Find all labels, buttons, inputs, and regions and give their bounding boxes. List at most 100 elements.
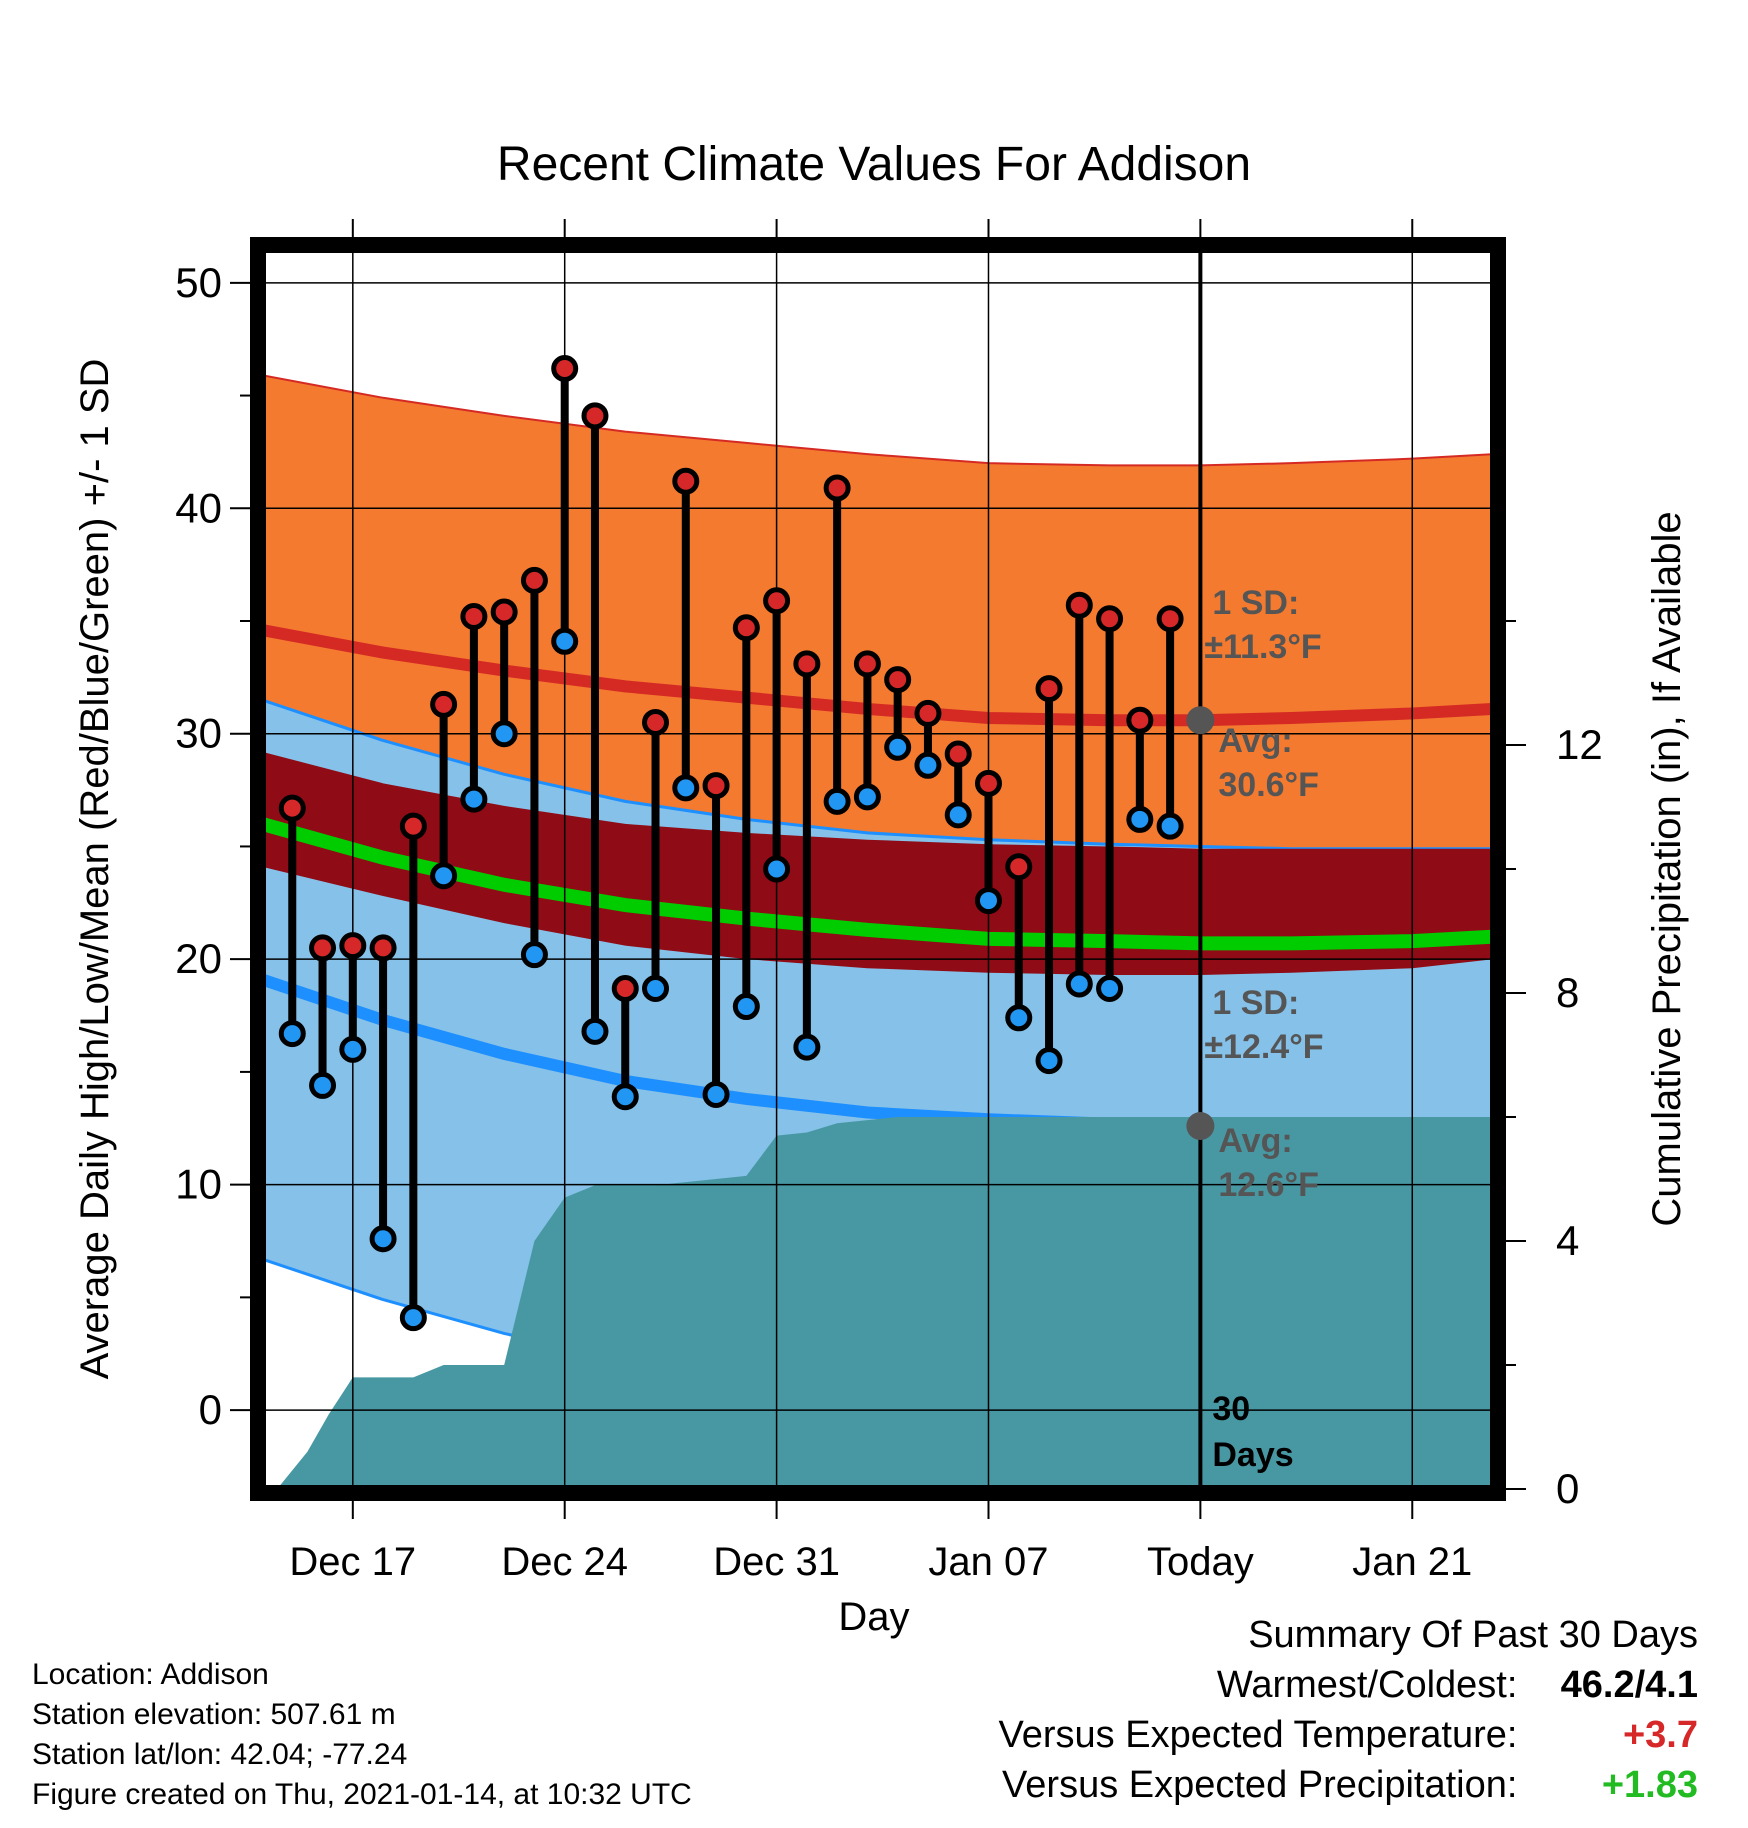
annotations: 1 SD: ±11.3°F Avg: 30.6°F 1 SD: ±12.4°F Avg: 12… — [1186, 584, 1324, 1474]
low-marker — [944, 801, 972, 829]
plot-frame — [250, 237, 1506, 1501]
low-marker — [763, 855, 791, 883]
x-tick-label: Dec 17 — [289, 1540, 416, 1584]
axes: 0 10 20 30 40 50 0 4 8 12 Dec 17 Dec 24 Dec 31 Jan 07… — [73, 219, 1689, 1639]
low-avg-label: Avg: — [1218, 1122, 1292, 1160]
low-marker — [1096, 974, 1124, 1002]
low-marker — [1035, 1047, 1063, 1075]
station-info: Location: Addison Station elevation: 507… — [32, 1655, 932, 1815]
low-marker — [823, 787, 851, 815]
high-marker — [611, 974, 639, 1002]
low-marker — [339, 1035, 367, 1063]
y2-tick-label: 8 — [1556, 969, 1579, 1016]
today-days-label: 30 — [1212, 1390, 1250, 1428]
high-marker — [369, 934, 397, 962]
high-marker — [1126, 706, 1154, 734]
today-days-label: Days — [1212, 1436, 1293, 1474]
low-marker — [369, 1225, 397, 1253]
low-marker — [611, 1083, 639, 1111]
high-marker — [823, 474, 851, 502]
x-tick-label: Dec 24 — [501, 1540, 628, 1584]
low-marker — [884, 733, 912, 761]
warmest-coldest-value: 46.2/4.1 — [1560, 1664, 1698, 1706]
low-marker — [853, 783, 881, 811]
temp-vs-expected-label: Versus Expected Temperature: — [998, 1714, 1518, 1756]
precip-vs-expected-value: +1.83 — [1601, 1764, 1698, 1806]
low-marker — [430, 862, 458, 890]
warmest-coldest-label: Warmest/Coldest: — [1216, 1664, 1518, 1706]
low-sd-value: ±12.4°F — [1204, 1028, 1323, 1066]
low-marker — [1126, 805, 1154, 833]
y2-tick-label: 12 — [1556, 721, 1603, 768]
low-marker — [581, 1017, 609, 1045]
high-marker — [339, 932, 367, 960]
y2-axis-title: Cumulative Precipitation (in), If Availa… — [1645, 511, 1689, 1226]
high-avg-marker — [1186, 706, 1215, 735]
created-text: Figure created on Thu, 2021-01-14, at 10… — [32, 1778, 692, 1811]
daily-marks — [278, 354, 1184, 1332]
high-marker — [1096, 605, 1124, 633]
high-marker — [732, 614, 760, 642]
low-marker — [642, 974, 670, 1002]
high-marker — [702, 772, 730, 800]
low-marker — [278, 1020, 306, 1048]
y2-tick-label: 0 — [1556, 1465, 1579, 1512]
high-marker — [763, 587, 791, 615]
low-marker — [399, 1304, 427, 1332]
low-marker — [309, 1071, 337, 1099]
summary-title: Summary Of Past 30 Days — [1248, 1614, 1698, 1656]
high-marker — [581, 402, 609, 430]
x-tick-label: Jan 07 — [928, 1540, 1048, 1584]
high-marker — [460, 602, 488, 630]
precip-area — [262, 1117, 1494, 1489]
temp-vs-expected-value: +3.7 — [1622, 1714, 1698, 1756]
high-marker — [1156, 605, 1184, 633]
high-marker — [914, 699, 942, 727]
high-marker — [672, 467, 700, 495]
elevation-text: Station elevation: 507.61 m — [32, 1698, 396, 1731]
low-avg-value: 12.6°F — [1218, 1166, 1319, 1204]
high-marker — [399, 812, 427, 840]
mean-avg-line — [262, 817, 1494, 951]
y-tick-label: 10 — [175, 1161, 222, 1208]
y-axis-title: Average Daily High/Low/Mean (Red/Blue/Gr… — [73, 359, 117, 1380]
y-tick-label: 40 — [175, 484, 222, 531]
x-axis-title: Day — [838, 1595, 909, 1639]
high-avg-value: 30.6°F — [1218, 766, 1319, 804]
high-marker — [309, 934, 337, 962]
low-marker — [732, 993, 760, 1021]
latlon-text: Station lat/lon: 42.04; -77.24 — [32, 1738, 408, 1771]
y-tick-label: 20 — [175, 935, 222, 982]
y-tick-label: 0 — [199, 1386, 222, 1433]
y2-tick-label: 4 — [1556, 1217, 1579, 1264]
high-sd-value: ±11.3°F — [1204, 628, 1321, 666]
high-marker — [944, 740, 972, 768]
high-marker — [853, 650, 881, 678]
low-sd-label: 1 SD: — [1212, 984, 1299, 1022]
x-tick-label: Dec 31 — [713, 1540, 840, 1584]
low-avg-marker — [1186, 1112, 1215, 1141]
high-marker — [884, 666, 912, 694]
x-tick-label: Jan 21 — [1352, 1540, 1472, 1584]
high-marker — [642, 708, 670, 736]
high-avg-label: Avg: — [1218, 722, 1292, 760]
high-marker — [1005, 853, 1033, 881]
location-text: Location: Addison — [32, 1658, 269, 1691]
plot-area — [262, 249, 1494, 1489]
low-marker — [793, 1033, 821, 1061]
mean-sd-band — [262, 751, 1494, 975]
low-marker — [914, 751, 942, 779]
high-marker — [1065, 591, 1093, 619]
low-marker — [551, 627, 579, 655]
high-marker — [974, 769, 1002, 797]
high-marker — [793, 650, 821, 678]
summary-panel: Summary Of Past 30 Days Warmest/Coldest:… — [798, 1610, 1698, 1810]
chart-title: Recent Climate Values For Addison — [497, 138, 1251, 191]
precip-vs-expected-label: Versus Expected Precipitation: — [1002, 1764, 1518, 1806]
high-marker — [520, 566, 548, 594]
low-marker — [974, 887, 1002, 915]
high-sd-label: 1 SD: — [1212, 584, 1299, 622]
low-marker — [672, 774, 700, 802]
high-marker — [490, 598, 518, 626]
x-tick-label: Today — [1147, 1540, 1254, 1584]
